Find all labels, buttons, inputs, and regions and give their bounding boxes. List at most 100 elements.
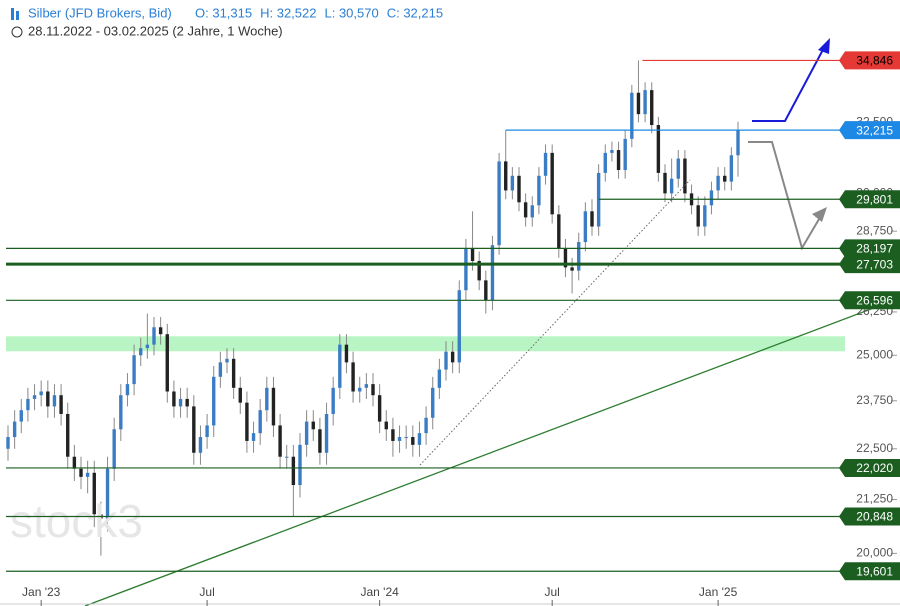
ohlc-value: H: 32,522: [260, 5, 316, 20]
header: Silber (JFD Brokers, Bid) 28.11.2022 - 0…: [11, 5, 443, 38]
x-tick-label: Jul: [545, 585, 560, 599]
candle-body: [265, 387, 269, 411]
y-tick-label: 20,000: [856, 546, 893, 560]
candle-body: [663, 172, 667, 194]
candle-body: [291, 456, 296, 486]
candle-body: [411, 437, 415, 445]
candle-body: [92, 472, 96, 515]
candle-body: [716, 175, 720, 191]
candle-body: [32, 395, 37, 399]
candle-body: [238, 387, 242, 403]
ohlc-value: L: 30,570: [324, 5, 378, 20]
level-label-box: [839, 121, 900, 140]
candle-body: [630, 92, 634, 139]
level-label: 34,846: [856, 54, 893, 68]
candle-body: [384, 421, 388, 430]
level-label-box: [839, 239, 900, 258]
candle-body: [178, 398, 183, 407]
candle-body: [311, 421, 315, 430]
arrow-up: [752, 43, 827, 122]
candle-body: [324, 413, 329, 453]
candle-body: [351, 362, 355, 392]
date-range: 28.11.2022 - 03.02.2025 (2 Jahre, 1 Woch…: [28, 23, 283, 38]
candle-body: [623, 138, 627, 171]
candle-body: [736, 130, 740, 156]
candle-body: [504, 161, 508, 191]
candle-body: [285, 456, 289, 458]
clock-icon: [11, 26, 23, 38]
candle-body: [517, 175, 521, 203]
candle-body: [212, 376, 216, 426]
candle-body: [112, 429, 116, 469]
candle-body: [72, 456, 77, 469]
level-label-box: [839, 507, 900, 526]
candle-body: [537, 175, 541, 206]
level-label-box: [839, 458, 900, 477]
candle-body: [19, 410, 23, 422]
y-tick-label: 25,000: [856, 347, 893, 361]
ohlc-value: O: 31,315: [195, 5, 252, 20]
y-tick-label: 22,500: [856, 441, 893, 455]
candle-body: [543, 152, 548, 176]
candle-body: [563, 248, 568, 268]
level-label: 22,020: [856, 461, 893, 475]
candle-body: [245, 402, 249, 441]
candle-body: [192, 406, 196, 453]
candle-body: [570, 267, 574, 271]
level-label-box: [839, 562, 900, 581]
candle-body: [371, 384, 375, 396]
candle-body: [304, 421, 309, 445]
candle-body: [709, 190, 714, 206]
candle-body: [185, 398, 189, 407]
candle-body: [79, 468, 83, 477]
candle-body: [198, 437, 203, 453]
x-tick-label: Jan '23: [22, 585, 61, 599]
candle-body: [729, 155, 734, 182]
candle-body: [298, 444, 302, 486]
candle-body: [318, 429, 322, 453]
instrument-title: Silber (JFD Brokers, Bid): [28, 5, 172, 20]
trend-line: [84, 297, 900, 606]
level-label: 27,703: [856, 257, 893, 271]
candle-body: [523, 202, 528, 218]
candle-body: [271, 387, 276, 426]
icon: [16, 11, 19, 20]
candle-body: [278, 425, 282, 457]
x-tick-label: Jan '24: [360, 585, 399, 599]
candle-body: [225, 358, 229, 363]
candle-body: [39, 391, 43, 396]
level-label-box: [839, 51, 900, 70]
watermark: stock3: [10, 495, 143, 547]
candle-body: [391, 429, 395, 441]
candle-body: [583, 211, 588, 243]
candle-body: [364, 384, 369, 388]
candle-body: [676, 158, 680, 179]
candle-body: [656, 125, 661, 173]
candle-body: [251, 433, 256, 441]
candle-body: [397, 437, 402, 441]
level-label: 28,197: [856, 242, 893, 256]
candle-body: [437, 369, 442, 388]
candle-body: [377, 395, 382, 422]
candle-body: [358, 387, 362, 392]
candle-body: [590, 211, 594, 227]
candle-body: [344, 344, 349, 363]
candle-body: [636, 92, 641, 115]
arrow-head: [818, 38, 830, 54]
candle-body: [165, 334, 169, 392]
candle-body: [444, 351, 448, 370]
candle-body: [172, 391, 176, 407]
candle-body: [683, 158, 687, 194]
y-tick-label: 21,250: [856, 492, 893, 506]
level-label-box: [839, 190, 900, 209]
candle-body: [46, 391, 50, 407]
candle-body: [557, 214, 561, 249]
ohlc-value: C: 32,215: [387, 5, 443, 20]
candle-body: [643, 90, 647, 115]
icon: [11, 8, 14, 20]
candle-body: [218, 362, 223, 377]
candle-body: [205, 425, 209, 438]
candle-body: [464, 248, 468, 291]
